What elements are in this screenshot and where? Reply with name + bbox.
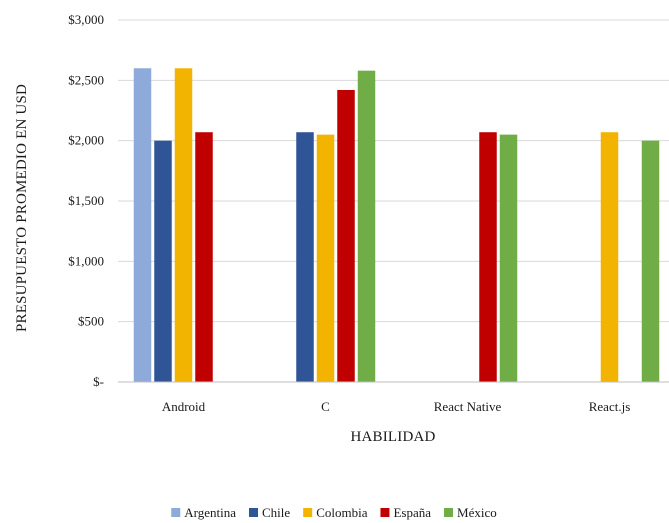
legend-label: Colombia	[316, 505, 368, 520]
y-tick-label: $2,000	[68, 133, 104, 148]
bar-colombia-android	[174, 68, 193, 383]
legend-swatch	[444, 508, 454, 517]
bar-colombia-react-js	[600, 132, 619, 382]
bars	[133, 68, 660, 383]
y-axis-ticks: $- $500 $1,000 $1,500 $2,000 $2,500 $3,000	[68, 12, 104, 389]
legend-label: México	[457, 505, 497, 520]
legend-item-argentina: Argentina	[171, 505, 236, 520]
legend: Argentina Chile Colombia España México	[171, 505, 497, 520]
x-tick-label: Android	[162, 399, 206, 414]
x-tick-label: C	[321, 399, 330, 414]
legend-item-espana: España	[380, 505, 431, 520]
y-tick-label: $500	[78, 314, 104, 329]
y-tick-label: $2,500	[68, 72, 104, 87]
legend-item-mexico: México	[444, 505, 497, 520]
legend-swatch	[171, 508, 181, 517]
x-axis-title: HABILIDAD	[350, 429, 435, 445]
legend-label: Argentina	[184, 505, 236, 520]
bar-espana-android	[195, 132, 213, 382]
bar-mexico-react-js	[641, 140, 660, 382]
bar-colombia-c	[316, 134, 335, 382]
x-tick-label: React.js	[589, 399, 631, 414]
bar-espana-react-native	[479, 132, 497, 382]
y-tick-label: $1,500	[68, 193, 104, 208]
bar-mexico-c	[357, 70, 376, 383]
legend-swatch	[249, 508, 259, 517]
bar-chile-android	[154, 140, 172, 382]
legend-label: España	[393, 505, 431, 520]
bar-chile-c	[296, 132, 314, 382]
legend-label: Chile	[262, 505, 290, 520]
x-axis-ticks: Android C React Native React.js	[162, 399, 630, 414]
bar-espana-c	[337, 89, 355, 382]
legend-item-chile: Chile	[249, 505, 290, 520]
bar-mexico-react-native	[499, 134, 518, 382]
y-axis-title: PRESUPUESTO PROMEDIO EN USD	[14, 84, 30, 332]
y-tick-label: $1,000	[68, 253, 104, 268]
legend-item-colombia: Colombia	[303, 505, 368, 520]
y-tick-label: $-	[93, 374, 104, 389]
x-tick-label: React Native	[434, 399, 502, 414]
legend-swatch	[380, 508, 390, 517]
y-tick-label: $3,000	[68, 12, 104, 27]
bar-argentina-android	[133, 68, 152, 383]
legend-swatch	[303, 508, 313, 517]
